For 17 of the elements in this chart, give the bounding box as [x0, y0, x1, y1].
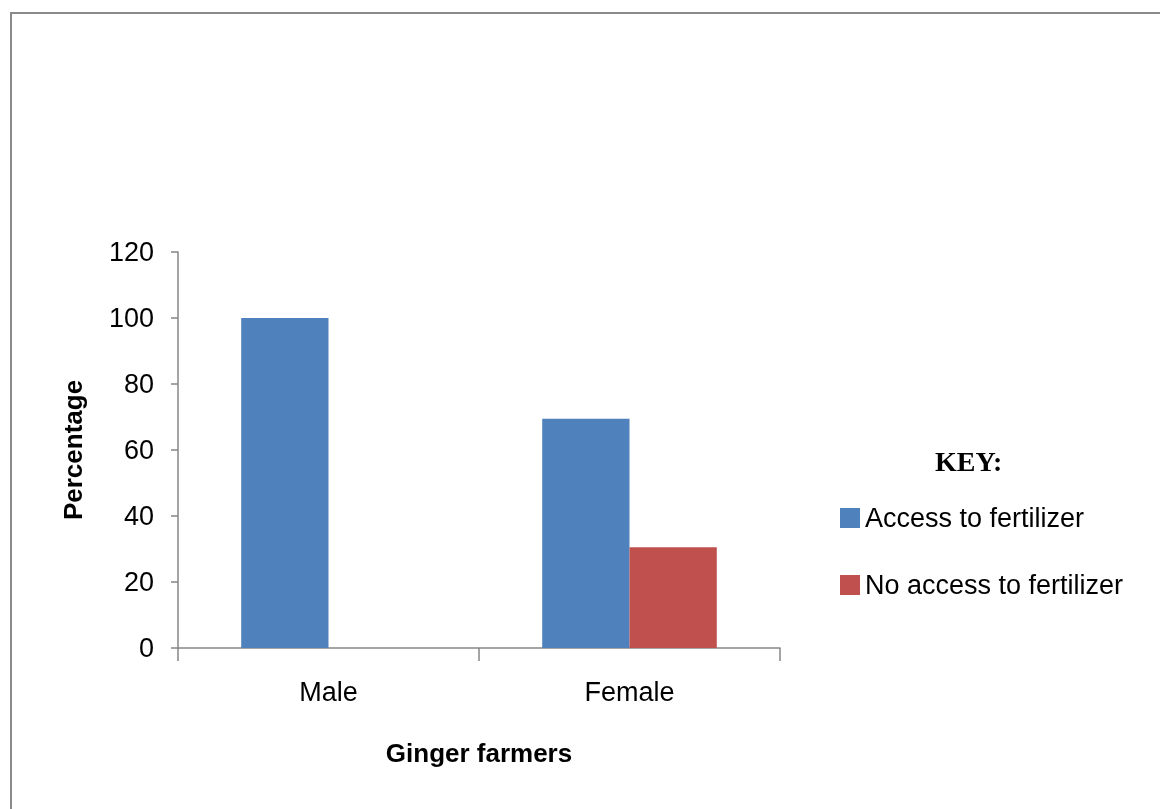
bar: [629, 547, 717, 648]
x-tick-label: Female: [584, 676, 675, 707]
bar: [241, 318, 329, 648]
bar: [542, 418, 630, 648]
legend-label: Access to fertilizer: [865, 503, 1085, 533]
y-tick-label: 100: [108, 303, 154, 333]
y-tick-label: 40: [123, 501, 154, 531]
y-tick-label: 0: [138, 633, 154, 663]
y-tick-label: 60: [123, 435, 154, 465]
legend-title: KEY:: [935, 445, 1003, 477]
x-tick-label: Male: [299, 676, 358, 707]
y-tick-label: 80: [123, 369, 154, 399]
y-tick-label: 20: [123, 567, 154, 597]
y-tick-label: 120: [108, 237, 154, 267]
legend-label: No access to fertilizer: [865, 570, 1124, 600]
x-axis-title: Ginger farmers: [385, 738, 573, 768]
y-axis-title: Percentage: [58, 379, 88, 521]
